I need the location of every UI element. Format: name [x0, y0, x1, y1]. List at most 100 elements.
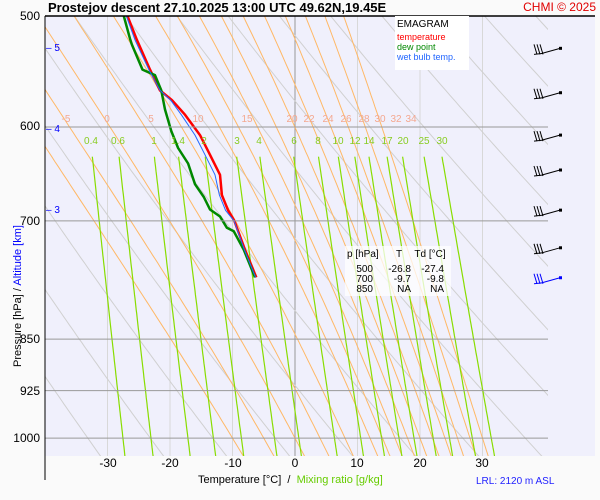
- wind-barb-staff: [541, 169, 561, 176]
- dry-adiabat: [45, 47, 354, 456]
- mixing-ratio-line: [368, 156, 418, 456]
- dew-point-profile: [122, 16, 257, 278]
- dry-adiabat: [45, 124, 291, 456]
- wind-barb-feather: [533, 130, 538, 142]
- wind-barb: [533, 206, 562, 217]
- mixing-ratio-line: [118, 156, 154, 456]
- wind-barb-staff: [541, 277, 561, 284]
- wind-barb-feather: [536, 130, 541, 142]
- plot-clip-group: [45, 16, 548, 456]
- moist-adiabat-label: 10: [192, 114, 204, 125]
- mixing-ratio-label: 6: [291, 136, 297, 147]
- mixing-ratio-label: 8: [315, 136, 321, 147]
- wind-barb-feather: [539, 44, 544, 55]
- wind-barb-station: [559, 208, 562, 212]
- dry-adiabat: [381, 16, 548, 206]
- wind-barb: [533, 273, 562, 285]
- wind-barb-feather: [539, 130, 544, 142]
- altitude-tick: – 3: [46, 205, 60, 216]
- wind-barb-staff: [541, 209, 561, 216]
- mixing-ratio-line: [178, 156, 217, 456]
- mixing-ratio-line: [236, 156, 278, 456]
- mixing-ratio-label: 0.4: [84, 136, 98, 147]
- mixing-ratio-line: [91, 156, 126, 456]
- moist-adiabat-label: 28: [358, 114, 370, 125]
- moist-adiabat: [198, 16, 403, 456]
- mixing-ratio-label: 1.4: [171, 136, 185, 147]
- dry-adiabat: [330, 16, 548, 267]
- wind-barb-base: [533, 97, 544, 100]
- dry-adiabat: [73, 16, 417, 456]
- wind-barb-base: [533, 139, 544, 142]
- wind-barb-feather: [536, 273, 541, 284]
- mixing-ratio-line: [204, 156, 245, 456]
- moist-adiabat-label: 15: [241, 114, 253, 125]
- x-tick-label: -10: [224, 456, 242, 470]
- wind-barb: [533, 243, 562, 255]
- wind-barb-feather: [539, 165, 544, 177]
- wind-barb-base: [533, 52, 544, 55]
- wind-barb-base: [533, 214, 544, 217]
- x-tick-label: -20: [161, 456, 179, 470]
- legend: EMAGRAM temperature dew point wet bulb t…: [395, 16, 469, 70]
- dry-adiabat: [432, 16, 548, 146]
- x-tick-label: 20: [413, 456, 427, 470]
- wind-barb-feather: [539, 243, 544, 254]
- x-tick-label: -30: [99, 456, 117, 470]
- moist-adiabat-label: 24: [322, 114, 334, 125]
- mixing-ratio-line: [354, 156, 403, 456]
- brand-label: CHMI © 2025: [523, 0, 596, 14]
- moist-adiabat-label: 30: [374, 114, 386, 125]
- wind-barb-station: [559, 91, 562, 95]
- x-axis-title: Temperature [°C] / Mixing ratio [g/kg]: [198, 474, 383, 486]
- mixing-ratio-line: [153, 156, 191, 456]
- legend-title: EMAGRAM: [397, 19, 449, 30]
- dry-adiabat: [278, 16, 548, 331]
- table-header: p [hPa] T Td [°C]: [347, 249, 446, 260]
- moist-adiabat: [73, 16, 330, 456]
- mixing-ratio-label: 2: [201, 136, 207, 147]
- x-tick-label: 10: [350, 456, 364, 470]
- mixing-ratio-label: 4: [256, 136, 262, 147]
- wet-bulb-temp-profile: [125, 16, 257, 278]
- mixing-ratio-label: 3: [234, 136, 240, 147]
- moist-adiabat: [45, 145, 244, 456]
- y-tick-label: 1000: [13, 431, 40, 445]
- wind-barb-station: [559, 246, 562, 250]
- wind-barb-station: [559, 168, 562, 172]
- summary-table: p [hPa] T Td [°C] 500 -26.8 -27.4 700 -9…: [345, 246, 451, 296]
- mixing-ratio-line: [259, 156, 302, 456]
- wind-barb-feather: [536, 206, 541, 217]
- mixing-ratio-line: [402, 156, 454, 456]
- mixing-ratio-label: 17: [381, 136, 393, 147]
- moist-adiabat: [45, 25, 306, 456]
- mixing-ratio-label: 12: [349, 136, 361, 147]
- moist-adiabat-label: 0: [104, 114, 110, 125]
- wind-barb-feather: [533, 88, 538, 99]
- mixing-ratio-line: [317, 156, 365, 456]
- legend-wet-bulb: wet bulb temp.: [397, 52, 456, 62]
- x-tick-label: 30: [475, 456, 489, 470]
- mixing-ratio-label: 14: [363, 136, 375, 147]
- mixing-ratio-line: [293, 156, 338, 456]
- wind-barb-staff: [541, 47, 561, 54]
- mixing-ratio-label: 10: [332, 136, 344, 147]
- mixing-ratio-label: 1: [151, 136, 157, 147]
- x-tick-label: 0: [291, 456, 299, 470]
- altitude-tick: – 4: [46, 124, 60, 135]
- wind-barb-feather: [539, 273, 544, 284]
- chart-title: Prostejov descent 27.10.2025 13:00 UTC 4…: [48, 0, 387, 15]
- mixing-ratio-label: 25: [418, 136, 430, 147]
- legend-temperature: temperature: [397, 32, 446, 42]
- moist-adiabat: [45, 88, 275, 456]
- mixing-ratio-label: 0.6: [111, 136, 125, 147]
- wind-barb-staff: [541, 92, 561, 99]
- dry-adiabat: [45, 375, 102, 456]
- wind-barb-feather: [536, 88, 541, 99]
- wind-barb-staff: [541, 247, 561, 254]
- wind-barb-feather: [539, 206, 544, 217]
- table-row: 700 -9.7 -9.8: [356, 274, 444, 285]
- mixing-ratio-line: [423, 156, 477, 456]
